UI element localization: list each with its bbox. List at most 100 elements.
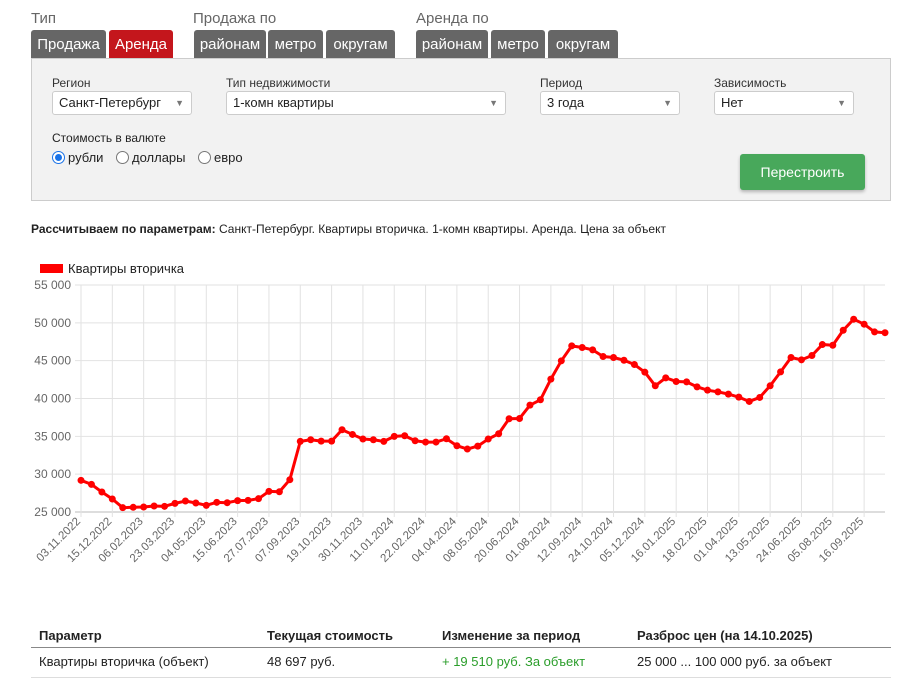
data-point	[808, 352, 816, 360]
tab-sale[interactable]: Продажа	[31, 30, 106, 58]
type-group-label: Тип	[31, 10, 57, 27]
chart-grid	[75, 284, 885, 517]
tab-sale-okrugs[interactable]: округам	[326, 30, 395, 58]
data-point	[881, 329, 889, 337]
table-header-divider	[31, 647, 891, 648]
y-tick-label: 45 000	[34, 354, 71, 368]
data-point	[756, 393, 764, 401]
params-summary: Рассчитываем по параметрам: Санкт-Петерб…	[31, 222, 666, 236]
chevron-down-icon: ▼	[837, 98, 846, 108]
data-point	[463, 445, 471, 453]
data-point	[265, 487, 273, 495]
data-point	[787, 353, 795, 361]
data-point	[77, 476, 85, 484]
data-point	[275, 488, 283, 496]
data-point	[453, 442, 461, 450]
table-header-change: Изменение за период	[442, 628, 581, 643]
data-point	[119, 504, 127, 512]
data-point	[735, 393, 743, 401]
data-point	[516, 414, 524, 422]
data-point	[317, 437, 325, 445]
data-point	[547, 375, 555, 383]
tab-rent-okrugs[interactable]: округам	[548, 30, 618, 58]
table-cell-change: + 19 510 руб. За объект	[442, 654, 586, 669]
y-tick-label: 25 000	[34, 505, 71, 519]
data-point	[161, 502, 169, 510]
data-point	[797, 356, 805, 364]
params-text: Санкт-Петербург. Квартиры вторичка. 1-ко…	[218, 222, 666, 236]
data-point	[307, 436, 315, 444]
data-point	[234, 497, 242, 505]
table-cell-current: 48 697 руб.	[267, 654, 336, 669]
currency-rub-radio[interactable]: рубли	[52, 150, 103, 165]
data-point	[369, 436, 377, 444]
data-point	[703, 386, 711, 394]
data-point	[589, 346, 597, 354]
data-point	[610, 353, 618, 361]
currency-eur-radio[interactable]: евро	[198, 150, 243, 165]
tab-rent[interactable]: Аренда	[109, 30, 173, 58]
region-select[interactable]: Санкт-Петербург ▼	[52, 91, 192, 115]
data-point	[766, 382, 774, 390]
data-point	[829, 341, 837, 349]
property-type-select[interactable]: 1-комн квартиры ▼	[226, 91, 506, 115]
data-point	[630, 361, 638, 369]
data-point	[442, 435, 450, 443]
y-tick-label: 50 000	[34, 316, 71, 330]
data-point	[651, 382, 659, 390]
data-point	[87, 480, 95, 488]
data-point	[505, 415, 513, 423]
data-point	[359, 435, 367, 443]
data-point	[818, 341, 826, 349]
data-point	[599, 353, 607, 361]
tab-sale-metro[interactable]: метро	[268, 30, 323, 58]
data-point	[526, 401, 534, 409]
data-point	[568, 342, 576, 350]
rebuild-button[interactable]: Перестроить	[740, 154, 865, 190]
data-point	[641, 368, 649, 376]
data-point	[338, 426, 346, 434]
data-point	[536, 396, 544, 404]
data-point	[411, 437, 419, 445]
data-point	[401, 432, 409, 440]
table-cell-param: Квартиры вторичка (объект)	[39, 654, 209, 669]
chevron-down-icon: ▼	[175, 98, 184, 108]
data-point	[108, 495, 116, 503]
data-point	[202, 501, 210, 509]
table-header-range: Разброс цен (на 14.10.2025)	[637, 628, 813, 643]
tab-rent-districts[interactable]: районам	[416, 30, 488, 58]
chevron-down-icon: ▼	[489, 98, 498, 108]
currency-rub-label: рубли	[68, 150, 104, 165]
tab-sale-districts[interactable]: районам	[194, 30, 266, 58]
data-point	[745, 397, 753, 405]
data-point	[672, 377, 680, 385]
radio-checked-icon	[52, 151, 65, 164]
data-point	[171, 499, 179, 507]
data-point	[578, 344, 586, 352]
data-point	[777, 368, 785, 376]
data-point	[432, 438, 440, 446]
data-point	[495, 430, 503, 438]
data-point	[140, 503, 148, 511]
data-point	[129, 503, 137, 511]
data-point	[557, 357, 565, 365]
y-tick-label: 35 000	[34, 429, 71, 443]
tab-rent-metro[interactable]: метро	[491, 30, 545, 58]
sale-by-group-label: Продажа по	[193, 10, 277, 27]
y-tick-label: 30 000	[34, 467, 71, 481]
data-point	[714, 388, 722, 396]
data-point	[328, 437, 336, 445]
period-label: Период	[540, 76, 583, 90]
currency-usd-radio[interactable]: доллары	[116, 150, 186, 165]
params-label: Рассчитываем по параметрам:	[31, 222, 216, 236]
data-point	[724, 390, 732, 398]
dependency-value: Нет	[721, 95, 744, 110]
data-point	[693, 383, 701, 391]
data-point	[255, 495, 263, 503]
dependency-label: Зависимость	[714, 76, 787, 90]
data-point	[150, 502, 158, 510]
dependency-select[interactable]: Нет ▼	[714, 91, 854, 115]
data-point	[662, 374, 670, 382]
period-select[interactable]: 3 года ▼	[540, 91, 680, 115]
currency-eur-label: евро	[214, 150, 243, 165]
